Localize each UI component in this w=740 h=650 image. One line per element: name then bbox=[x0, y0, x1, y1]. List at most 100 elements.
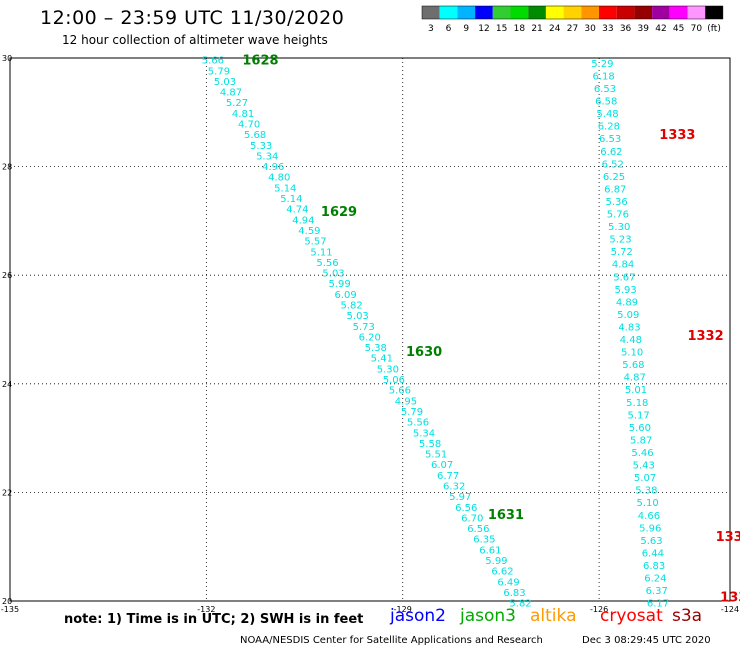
legend-altika: altika bbox=[530, 606, 577, 626]
wave-height-value: 4.96 bbox=[262, 162, 284, 173]
colorbar-label: 70 bbox=[691, 24, 703, 34]
wave-height-value: 6.62 bbox=[491, 567, 513, 578]
y-tick-label: 22 bbox=[2, 488, 12, 497]
wave-height-value: 6.18 bbox=[593, 71, 615, 82]
wave-height-value: 5.87 bbox=[630, 435, 652, 446]
wave-height-value: 6.56 bbox=[455, 503, 477, 514]
wave-height-value: 4.87 bbox=[220, 88, 242, 99]
colorbar-label: 33 bbox=[602, 24, 613, 34]
wave-height-value: 5.17 bbox=[627, 410, 649, 421]
wave-height-value: 6.09 bbox=[334, 290, 356, 301]
wave-height-value: 5.63 bbox=[640, 536, 662, 547]
wave-height-value: 5.67 bbox=[613, 272, 635, 283]
wave-height-value: 6.49 bbox=[497, 577, 519, 588]
wave-height-value: 5.79 bbox=[208, 66, 230, 77]
legend-jason2: jason2 bbox=[390, 606, 446, 626]
wave-height-value: 5.46 bbox=[631, 448, 653, 459]
colorbar-swatch bbox=[528, 6, 546, 19]
colorbar-label: 36 bbox=[620, 24, 632, 34]
legend-cryosat: cryosat bbox=[600, 606, 663, 626]
wave-height-value: 6.20 bbox=[359, 332, 381, 343]
colorbar-swatch bbox=[669, 6, 688, 19]
wave-height-value: 5.76 bbox=[607, 210, 629, 221]
wave-height-value: 5.60 bbox=[629, 423, 651, 434]
colorbar-label: (ft) bbox=[707, 24, 721, 34]
track-cryosat: 5.296.186.536.585.486.286.536.626.526.25… bbox=[591, 59, 740, 610]
colorbar-swatch bbox=[439, 6, 458, 19]
x-tick-label: -132 bbox=[197, 605, 215, 614]
colorbar-label: 42 bbox=[655, 24, 666, 34]
pass-time-label: 1631 bbox=[488, 508, 524, 523]
wave-height-value: 5.56 bbox=[316, 258, 338, 269]
wave-height-value: 5.03 bbox=[347, 311, 369, 322]
chart-title: 12:00 – 23:59 UTC 11/30/2020 bbox=[40, 7, 345, 29]
wave-height-value: 5.09 bbox=[617, 310, 639, 321]
x-tick-label: -126 bbox=[590, 605, 608, 614]
colorbar-label: 12 bbox=[478, 24, 489, 34]
colorbar-swatch bbox=[652, 6, 670, 19]
generated-timestamp: Dec 3 08:29:45 UTC 2020 bbox=[582, 635, 711, 646]
wave-height-value: 6.37 bbox=[646, 586, 668, 597]
colorbar-swatch bbox=[475, 6, 493, 19]
wave-height-value: 5.41 bbox=[371, 354, 393, 365]
pass-time-label: 1330 bbox=[720, 591, 740, 606]
wave-height-value: 6.17 bbox=[647, 599, 669, 610]
wave-height-value: 6.28 bbox=[598, 122, 620, 133]
wave-height-value: 6.35 bbox=[473, 535, 495, 546]
wave-height-value: 5.66 bbox=[202, 56, 224, 67]
colorbar-swatch bbox=[422, 6, 440, 19]
colorbar-label: 18 bbox=[514, 24, 526, 34]
y-tick-label: 24 bbox=[2, 380, 12, 389]
wave-height-value: 5.82 bbox=[341, 301, 363, 312]
wave-height-value: 6.77 bbox=[437, 471, 459, 482]
wave-height-value: 6.83 bbox=[643, 561, 665, 572]
wave-height-value: 5.97 bbox=[449, 492, 471, 503]
wave-height-value: 5.33 bbox=[250, 141, 272, 152]
wave-height-value: 4.81 bbox=[232, 109, 254, 120]
colorbar-swatch bbox=[616, 6, 635, 19]
colorbar-swatch bbox=[581, 6, 599, 19]
wave-height-value: 4.84 bbox=[612, 260, 634, 271]
wave-height-value: 5.10 bbox=[621, 348, 643, 359]
wave-height-value: 6.61 bbox=[479, 545, 501, 556]
wave-height-value: 6.58 bbox=[595, 97, 617, 108]
wave-height-value: 4.80 bbox=[268, 173, 290, 184]
colorbar-label: 21 bbox=[531, 24, 542, 34]
wave-height-value: 5.79 bbox=[401, 407, 423, 418]
wave-height-value: 5.18 bbox=[626, 398, 648, 409]
wave-height-value: 5.73 bbox=[353, 322, 375, 333]
footer-note: note: 1) Time is in UTC; 2) SWH is in fe… bbox=[64, 612, 364, 627]
wave-height-value: 5.51 bbox=[425, 450, 447, 461]
colorbar-swatch bbox=[563, 6, 582, 19]
colorbar-label: 39 bbox=[638, 24, 650, 34]
colorbar-label: 9 bbox=[463, 24, 469, 34]
wave-height-value: 5.57 bbox=[304, 237, 326, 248]
wave-height-value: 5.23 bbox=[609, 235, 631, 246]
wave-height-value: 5.03 bbox=[322, 269, 344, 280]
wave-height-value: 5.99 bbox=[328, 279, 350, 290]
colorbar-swatch bbox=[510, 6, 529, 19]
wave-height-value: 4.59 bbox=[298, 226, 320, 237]
pass-time-label: 1629 bbox=[321, 205, 357, 220]
wave-height-value: 5.43 bbox=[633, 461, 655, 472]
wave-height-value: 5.10 bbox=[637, 498, 659, 509]
wave-height-value: 6.25 bbox=[603, 172, 625, 183]
wave-height-value: 5.93 bbox=[615, 285, 637, 296]
wave-height-value: 6.44 bbox=[642, 548, 664, 559]
colorbar-swatch bbox=[492, 6, 511, 19]
wave-height-value: 5.72 bbox=[611, 247, 633, 258]
wave-height-value: 5.68 bbox=[622, 360, 644, 371]
wave-height-value: 6.53 bbox=[594, 84, 616, 95]
track-jason3: 5.665.795.034.875.274.814.705.685.335.34… bbox=[202, 54, 532, 610]
wave-height-value: 5.38 bbox=[365, 343, 387, 354]
wave-height-value: 5.03 bbox=[214, 77, 236, 88]
pass-time-label: 1333 bbox=[659, 128, 695, 143]
wave-height-value: 4.95 bbox=[395, 396, 417, 407]
x-tick-label: -124 bbox=[721, 605, 739, 614]
y-tick-label: 28 bbox=[2, 163, 12, 172]
y-tick-label: 30 bbox=[2, 54, 12, 63]
wave-height-value: 4.94 bbox=[292, 215, 314, 226]
wave-height-value: 6.56 bbox=[467, 524, 489, 535]
wave-height-value: 6.87 bbox=[604, 184, 626, 195]
